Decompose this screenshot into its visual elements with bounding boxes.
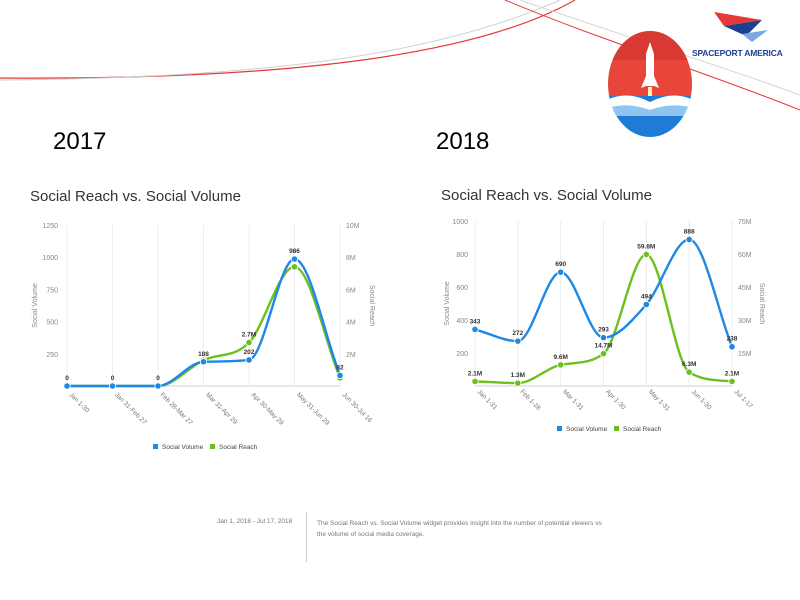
- data-point: [154, 382, 162, 390]
- y-axis-label-right: Social Reach: [758, 283, 765, 324]
- legend-label-reach: Social Reach: [219, 444, 258, 451]
- y-tick-label-left: 750: [46, 287, 58, 294]
- data-label: 690: [555, 261, 566, 268]
- legend-label-volume: Social Volume: [162, 444, 204, 451]
- x-tick-label: May 1-31: [647, 388, 671, 412]
- data-label: 59.8M: [637, 243, 655, 250]
- data-label: 0: [156, 375, 160, 382]
- y-axis-label-right: Social Reach: [368, 285, 375, 326]
- y-tick-label-right: 6M: [346, 287, 356, 294]
- y-tick-label-left: 800: [456, 252, 468, 259]
- rocket-emblem: [608, 31, 692, 137]
- data-point: [108, 382, 117, 390]
- year-label-right: 2018: [436, 128, 490, 155]
- data-label: 2.1M: [468, 370, 482, 377]
- data-point: [290, 255, 299, 263]
- data-point: [685, 368, 693, 376]
- data-label: 0: [65, 375, 69, 382]
- data-label: 238: [727, 336, 738, 343]
- data-point: [685, 235, 693, 244]
- brand-logo-mark: [714, 12, 768, 42]
- rocket-icon: [641, 42, 659, 96]
- brand-wordmark: SPACEPORT AMERICA: [692, 48, 783, 58]
- data-point: [63, 382, 71, 390]
- legend-swatch-volume: [153, 444, 158, 449]
- data-label: 2.7M: [242, 332, 256, 339]
- y-tick-label-right: 45M: [738, 285, 752, 292]
- data-label: 202: [244, 349, 255, 356]
- data-point: [728, 377, 736, 385]
- y-tick-label-left: 1250: [42, 223, 58, 230]
- y-tick-label-right: 8M: [346, 255, 356, 262]
- y-tick-label-left: 250: [46, 352, 58, 359]
- year-label-left: 2017: [53, 128, 107, 155]
- data-label: 188: [198, 351, 209, 358]
- x-tick-label: Apr 1-30: [604, 388, 627, 411]
- data-point: [471, 325, 479, 334]
- data-label: 2.1M: [725, 370, 739, 377]
- data-label: 14.7M: [594, 343, 612, 350]
- data-point: [290, 263, 299, 271]
- y-tick-label-right: 2M: [346, 352, 356, 359]
- data-point: [642, 250, 650, 259]
- legend-label-volume: Social Volume: [566, 426, 608, 433]
- x-tick-label: Mar 1-31: [561, 388, 585, 412]
- data-label: 9.6M: [553, 354, 567, 361]
- data-point: [514, 337, 522, 345]
- x-tick-label: Jul 1-17: [733, 388, 755, 410]
- data-label: 1.3M: [511, 372, 525, 379]
- data-point: [642, 300, 650, 309]
- y-tick-label-left: 1000: [42, 255, 58, 262]
- chart-title-right: Social Reach vs. Social Volume: [441, 187, 652, 204]
- y-tick-label-right: 75M: [738, 219, 752, 226]
- data-point: [245, 356, 253, 364]
- data-point: [336, 371, 344, 380]
- x-tick-label: Jan 1-31: [476, 388, 499, 411]
- y-tick-label-left: 500: [46, 320, 58, 327]
- swoosh-gray-line: [0, 0, 561, 81]
- data-point: [471, 377, 479, 385]
- chart-title-left: Social Reach vs. Social Volume: [30, 188, 241, 205]
- data-label: 888: [684, 228, 695, 235]
- data-point: [557, 268, 565, 276]
- x-tick-label: Jun 1-30: [690, 388, 713, 411]
- data-label: 986: [289, 248, 300, 255]
- legend-swatch-reach: [210, 444, 215, 449]
- y-tick-label-right: 4M: [346, 320, 356, 327]
- legend-swatch-volume: [557, 426, 562, 431]
- data-label: 343: [470, 318, 481, 325]
- y-tick-label-right: 60M: [738, 252, 752, 259]
- y-tick-label-right: 30M: [738, 318, 752, 325]
- data-point: [599, 334, 608, 342]
- y-tick-label-left: 400: [456, 318, 468, 325]
- legend-swatch-reach: [614, 426, 619, 431]
- data-label: 293: [598, 327, 609, 334]
- footer-date-range: Jan 1, 2018 - Jul 17, 2018: [217, 518, 293, 525]
- data-label: 82: [336, 364, 344, 371]
- y-axis-label-left: Social Volume: [32, 283, 39, 327]
- data-label: 494: [641, 293, 652, 300]
- data-point: [199, 358, 208, 366]
- data-label: 0: [111, 375, 115, 382]
- data-point: [557, 361, 565, 369]
- footer-description: The Social Reach vs. Social Volume widge…: [317, 520, 602, 538]
- y-tick-label-left: 200: [456, 351, 468, 358]
- y-tick-label-left: 1000: [452, 219, 468, 226]
- footer-divider: [306, 512, 307, 562]
- x-tick-label: Feb 1-28: [518, 388, 542, 412]
- data-label: 272: [512, 330, 523, 337]
- data-point: [599, 350, 608, 358]
- data-point: [514, 379, 522, 387]
- y-tick-label-right: 15M: [738, 351, 752, 358]
- y-axis-label-left: Social Volume: [444, 281, 451, 325]
- data-point: [245, 338, 253, 347]
- data-point: [728, 343, 736, 351]
- y-tick-label-left: 600: [456, 285, 468, 292]
- legend-label-reach: Social Reach: [623, 426, 662, 433]
- data-label: 6.3M: [682, 361, 696, 368]
- y-tick-label-right: 10M: [346, 223, 360, 230]
